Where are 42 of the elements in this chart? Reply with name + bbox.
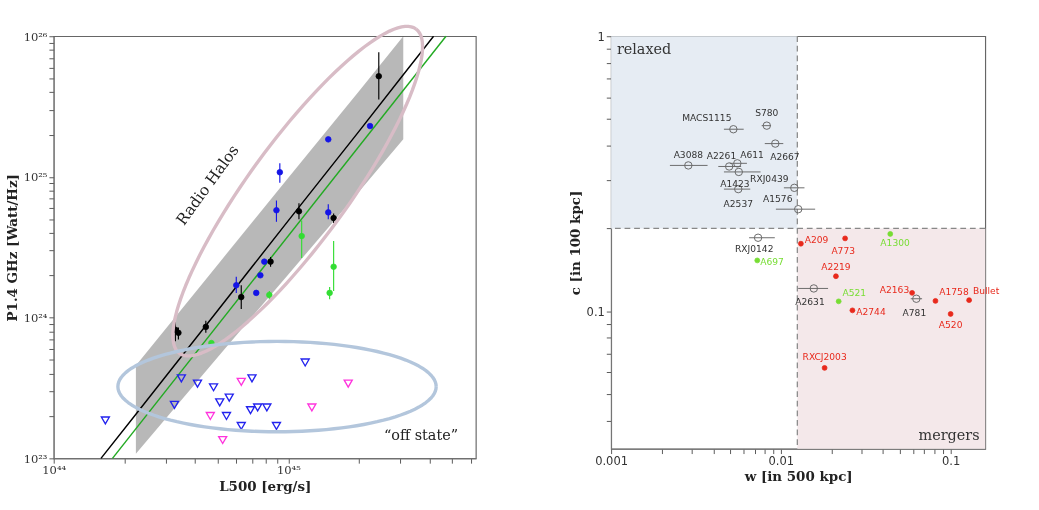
annotation: MACS1115 [682, 112, 732, 123]
y-axis-title: P1.4 GHz [Watt/Hz] [3, 174, 20, 322]
annotation: RXCJ2003 [802, 352, 847, 363]
annotation: RXJ0142 [735, 244, 774, 255]
annotation: A209 [804, 234, 829, 245]
annotation: A521 [842, 287, 867, 298]
annotation: RXJ0439 [750, 174, 789, 185]
annotation: A1576 [763, 194, 793, 205]
y-tick-label: 10²⁶ [23, 29, 48, 44]
y-tick-label: 10²⁴ [23, 310, 48, 325]
y-axis-title: c [in 100 kpc] [566, 190, 583, 296]
annotation: S780 [755, 108, 779, 119]
y-tick-label: 10²³ [23, 451, 48, 466]
annotation: A611 [740, 149, 764, 160]
annotation: A2219 [821, 261, 851, 272]
annotation: A1300 [880, 238, 910, 249]
x-axis-title: w [in 500 kpc] [743, 467, 853, 484]
band-label: mergers [918, 427, 980, 444]
annotation: A1758 [939, 287, 969, 298]
annotation: A1423 [720, 179, 750, 190]
annotation: “off state” [383, 427, 459, 444]
x-tick-label: 0.1 [941, 453, 961, 468]
annotation: Bullet [972, 286, 1000, 297]
x-tick-label: 0.01 [768, 453, 795, 468]
annotation: A781 [902, 308, 927, 319]
x-tick-label: 0.001 [595, 453, 629, 468]
annotation: A2744 [856, 307, 886, 318]
y-tick-label: 10²⁵ [23, 170, 48, 185]
annotation: A2163 [879, 284, 910, 295]
annotation: A2537 [723, 199, 754, 210]
annotation: A520 [938, 320, 963, 331]
annotation: A773 [831, 245, 856, 256]
annotation: A697 [760, 257, 784, 268]
band-label: relaxed [616, 40, 672, 57]
x-tick-label: 10⁴⁴ [42, 463, 67, 478]
x-tick-label: 10⁴⁵ [276, 463, 302, 478]
x-axis-title: L500 [erg/s] [219, 477, 312, 494]
annotation: A3088 [673, 149, 704, 160]
y-tick-label: 1 [597, 29, 605, 44]
annotation: A2667 [770, 151, 800, 162]
annotation: A2631 [795, 296, 825, 307]
annotation: A2261 [706, 150, 737, 161]
